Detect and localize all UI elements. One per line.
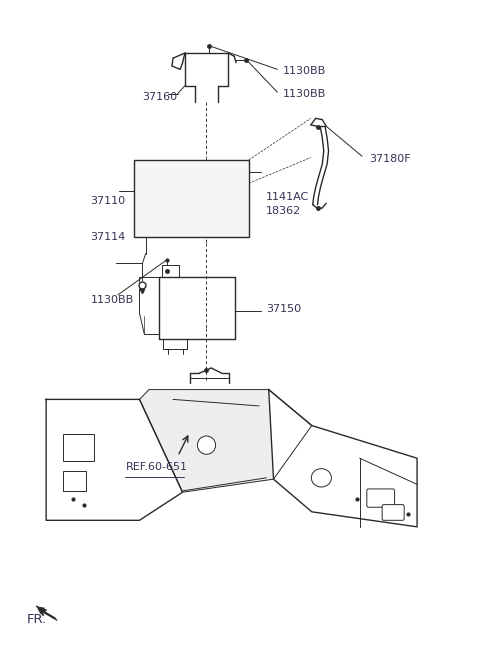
- Ellipse shape: [312, 469, 331, 487]
- Text: 1141AC: 1141AC: [266, 192, 310, 202]
- FancyBboxPatch shape: [63, 434, 94, 462]
- Text: 37180F: 37180F: [369, 154, 411, 164]
- FancyBboxPatch shape: [367, 489, 395, 507]
- FancyBboxPatch shape: [63, 472, 86, 491]
- Text: 37160: 37160: [142, 92, 177, 102]
- Text: FR.: FR.: [27, 613, 47, 626]
- Polygon shape: [46, 400, 182, 520]
- Text: 37110: 37110: [91, 196, 126, 206]
- Text: 1130BB: 1130BB: [283, 66, 326, 75]
- Text: 1130BB: 1130BB: [283, 88, 326, 98]
- Polygon shape: [269, 390, 417, 527]
- Polygon shape: [140, 390, 312, 492]
- Text: 37114: 37114: [91, 233, 126, 242]
- Text: 37150: 37150: [266, 304, 301, 314]
- Bar: [134, 160, 249, 237]
- FancyBboxPatch shape: [382, 504, 404, 520]
- Polygon shape: [36, 606, 57, 620]
- Text: 1130BB: 1130BB: [91, 295, 134, 305]
- Text: 18362: 18362: [266, 206, 301, 216]
- Text: REF.60-651: REF.60-651: [126, 462, 188, 472]
- Ellipse shape: [197, 436, 216, 455]
